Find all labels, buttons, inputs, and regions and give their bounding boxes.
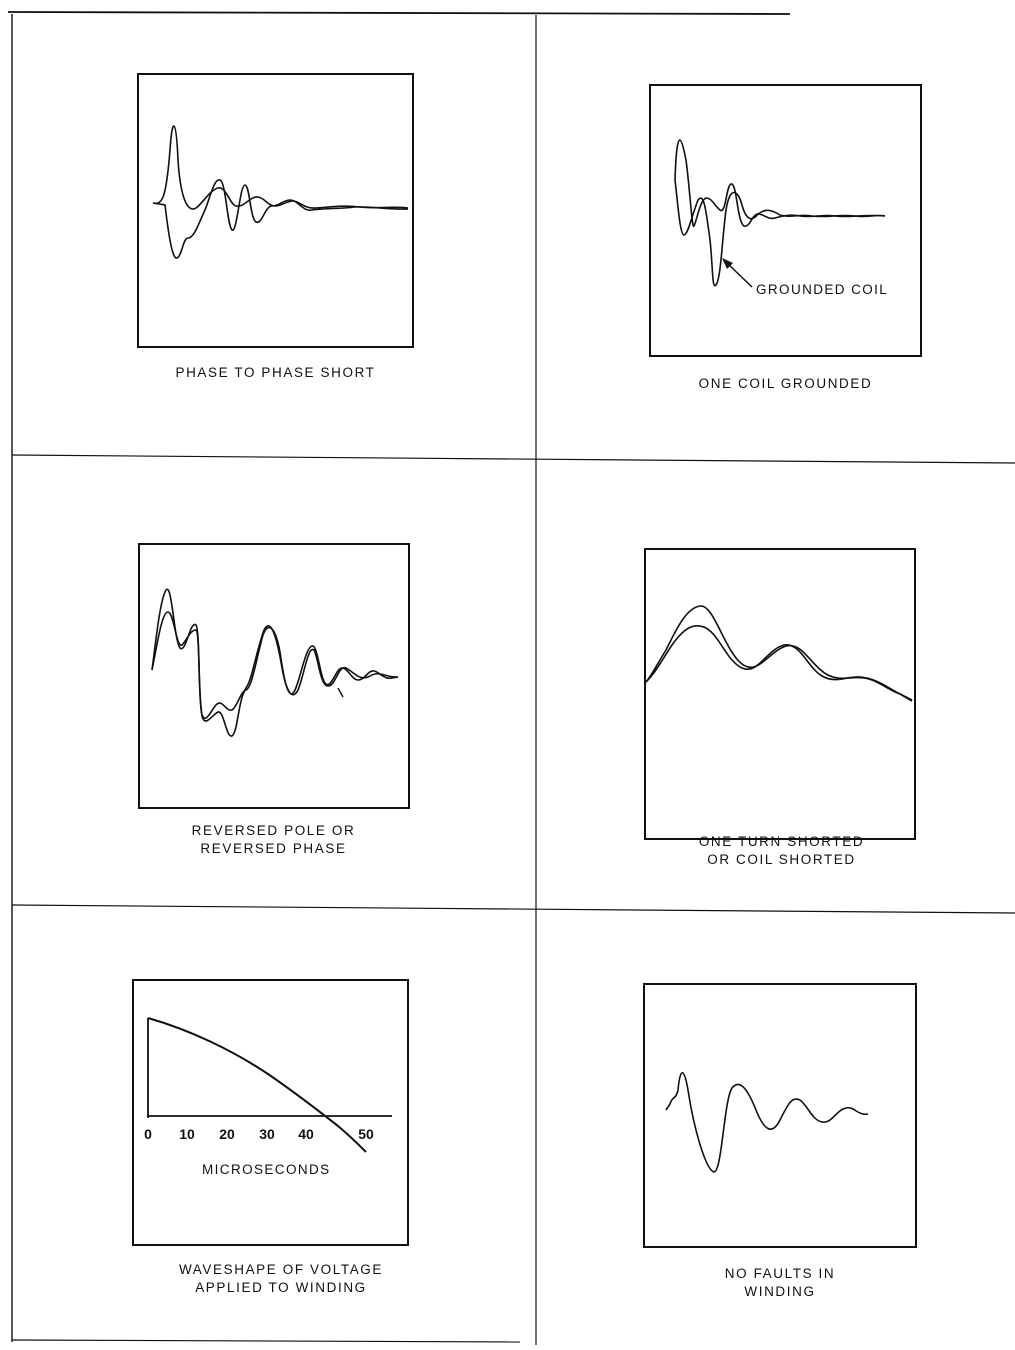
caption-one-turn-shorted: ONE TURN SHORTED OR COIL SHORTED bbox=[644, 833, 919, 869]
panel-reversed-pole bbox=[138, 543, 410, 809]
scope-frame bbox=[644, 548, 916, 840]
applied-voltage-curve bbox=[147, 1017, 367, 1153]
reference-trace bbox=[151, 588, 399, 720]
caption-one-coil-grounded: ONE COIL GROUNDED bbox=[648, 375, 923, 393]
panel-no-faults bbox=[643, 983, 917, 1248]
caption-line: REVERSED PHASE bbox=[200, 841, 347, 856]
tick-label: 0 bbox=[144, 1126, 152, 1142]
faulted-trace bbox=[151, 611, 399, 737]
faulted-trace bbox=[152, 179, 409, 259]
panel-phase-to-phase-short bbox=[137, 73, 414, 348]
tick-label: 20 bbox=[219, 1126, 235, 1142]
reference-trace bbox=[152, 125, 409, 210]
caption-line: PHASE TO PHASE SHORT bbox=[175, 365, 376, 380]
caption-line: ONE TURN SHORTED bbox=[698, 834, 865, 849]
scope-frame bbox=[137, 73, 414, 348]
arrow-head bbox=[722, 258, 733, 269]
grid-lines bbox=[7, 11, 1015, 1345]
panel-applied-waveshape bbox=[132, 979, 409, 1246]
stray-mark bbox=[337, 687, 344, 698]
scope-frame bbox=[649, 84, 922, 357]
caption-line: NO FAULTS IN bbox=[724, 1266, 836, 1281]
scope-frame bbox=[643, 983, 917, 1248]
healthy-trace bbox=[665, 1071, 869, 1173]
tick-label: 40 bbox=[298, 1126, 314, 1142]
faulted-trace bbox=[674, 179, 886, 287]
caption-phase-to-phase-short: PHASE TO PHASE SHORT bbox=[138, 364, 413, 382]
caption-line: WAVESHAPE OF VOLTAGE bbox=[178, 1262, 384, 1277]
caption-line: APPLIED TO WINDING bbox=[195, 1280, 367, 1295]
caption-line: WINDING bbox=[744, 1284, 816, 1299]
caption-line: ONE COIL GROUNDED bbox=[698, 376, 873, 391]
annotation-arrow bbox=[725, 261, 753, 288]
tick-label: 10 bbox=[179, 1126, 195, 1142]
reference-trace bbox=[645, 624, 913, 701]
x-axis-label: MICROSECONDS bbox=[202, 1162, 331, 1177]
panel-one-coil-grounded bbox=[649, 84, 922, 357]
caption-no-faults: NO FAULTS IN WINDING bbox=[640, 1265, 920, 1301]
faulted-trace bbox=[645, 605, 913, 702]
caption-applied-waveshape: WAVESHAPE OF VOLTAGE APPLIED TO WINDING bbox=[126, 1261, 436, 1297]
scope-frame bbox=[132, 979, 409, 1246]
grounded-coil-annotation: GROUNDED COIL bbox=[756, 282, 889, 297]
caption-reversed-pole: REVERSED POLE OR REVERSED PHASE bbox=[136, 822, 411, 858]
panel-one-turn-shorted bbox=[644, 548, 916, 840]
caption-line: REVERSED POLE OR bbox=[191, 823, 356, 838]
tick-label: 50 bbox=[358, 1126, 374, 1142]
caption-line: OR COIL SHORTED bbox=[707, 852, 856, 867]
tick-label: 30 bbox=[259, 1126, 275, 1142]
scope-frame bbox=[138, 543, 410, 809]
